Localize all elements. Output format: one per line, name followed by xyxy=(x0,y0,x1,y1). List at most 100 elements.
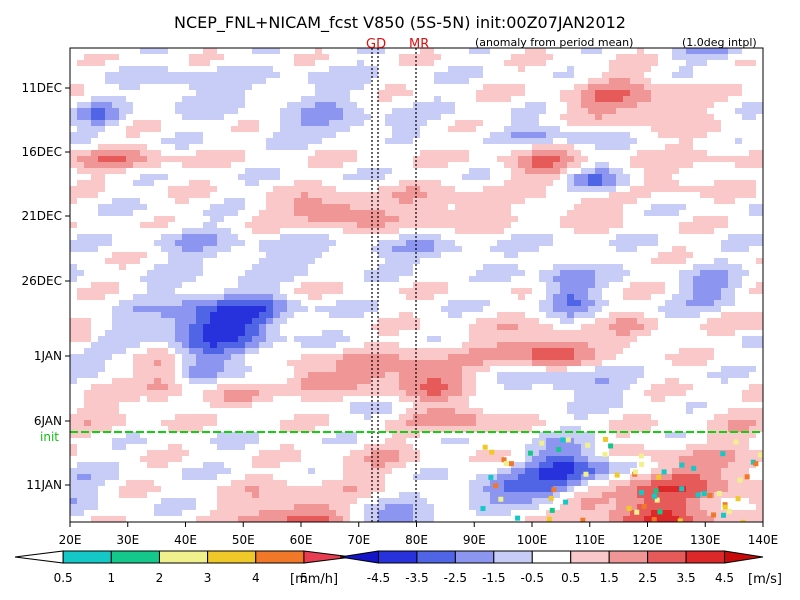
field-cell xyxy=(84,354,91,360)
field-cell xyxy=(336,366,343,372)
field-cell xyxy=(210,330,217,336)
field-cell xyxy=(630,60,637,66)
field-cell xyxy=(371,354,378,360)
field-cell xyxy=(756,324,763,330)
field-cell xyxy=(182,78,189,84)
field-cell xyxy=(609,378,616,384)
field-cell xyxy=(231,498,238,504)
field-cell xyxy=(707,192,714,198)
field-cell xyxy=(532,468,539,474)
field-cell xyxy=(238,486,245,492)
field-cell xyxy=(217,204,224,210)
field-cell xyxy=(623,90,630,96)
field-cell xyxy=(343,516,350,522)
field-cell xyxy=(616,396,623,402)
field-cell xyxy=(350,72,357,78)
field-cell xyxy=(322,354,329,360)
field-cell xyxy=(308,258,315,264)
field-cell xyxy=(707,54,714,60)
field-cell xyxy=(105,144,112,150)
field-cell xyxy=(490,132,497,138)
field-cell xyxy=(616,270,623,276)
field-cell xyxy=(665,96,672,102)
field-cell xyxy=(693,84,700,90)
field-cell xyxy=(560,114,567,120)
field-cell xyxy=(252,168,259,174)
field-cell xyxy=(581,468,588,474)
field-cell xyxy=(287,114,294,120)
field-cell xyxy=(616,66,623,72)
field-cell xyxy=(357,486,364,492)
field-cell xyxy=(448,150,455,156)
field-cell xyxy=(581,396,588,402)
field-cell xyxy=(357,456,364,462)
field-cell xyxy=(609,402,616,408)
field-cell xyxy=(693,288,700,294)
field-cell xyxy=(196,234,203,240)
field-cell xyxy=(588,324,595,330)
field-cell xyxy=(336,198,343,204)
field-cell xyxy=(231,504,238,510)
field-cell xyxy=(105,396,112,402)
field-cell xyxy=(273,192,280,198)
field-cell xyxy=(315,306,322,312)
field-cell xyxy=(427,396,434,402)
field-cell xyxy=(168,252,175,258)
field-cell xyxy=(546,306,553,312)
field-cell xyxy=(343,312,350,318)
field-cell xyxy=(749,150,756,156)
field-cell xyxy=(238,300,245,306)
field-cell xyxy=(672,384,679,390)
field-cell xyxy=(371,360,378,366)
field-cell xyxy=(686,408,693,414)
field-cell xyxy=(735,420,742,426)
field-cell xyxy=(665,114,672,120)
field-cell xyxy=(119,444,126,450)
field-cell xyxy=(308,126,315,132)
field-cell xyxy=(651,288,658,294)
field-cell xyxy=(280,120,287,126)
field-cell xyxy=(189,138,196,144)
field-cell xyxy=(378,342,385,348)
field-cell xyxy=(308,354,315,360)
field-cell xyxy=(609,420,616,426)
field-cell xyxy=(616,216,623,222)
field-cell xyxy=(427,186,434,192)
field-cell xyxy=(175,240,182,246)
field-cell xyxy=(385,384,392,390)
field-cell xyxy=(287,108,294,114)
field-cell xyxy=(294,306,301,312)
field-cell xyxy=(364,114,371,120)
field-cell xyxy=(518,132,525,138)
field-cell xyxy=(420,420,427,426)
field-cell xyxy=(581,114,588,120)
field-cell xyxy=(70,420,77,426)
field-cell xyxy=(714,270,721,276)
field-cell xyxy=(497,138,504,144)
precip-swatch xyxy=(62,550,112,564)
field-cell xyxy=(245,480,252,486)
field-cell xyxy=(665,306,672,312)
field-cell xyxy=(616,120,623,126)
field-cell xyxy=(357,384,364,390)
field-cell xyxy=(259,504,266,510)
field-cell xyxy=(189,330,196,336)
field-cell xyxy=(168,504,175,510)
field-cell xyxy=(700,402,707,408)
field-cell xyxy=(406,372,413,378)
field-cell xyxy=(119,486,126,492)
field-cell xyxy=(700,324,707,330)
field-cell xyxy=(567,444,574,450)
field-cell xyxy=(434,198,441,204)
field-cell xyxy=(161,138,168,144)
field-cell xyxy=(322,246,329,252)
field-cell xyxy=(336,354,343,360)
field-cell xyxy=(322,192,329,198)
field-cell xyxy=(707,282,714,288)
field-cell xyxy=(532,144,539,150)
field-cell xyxy=(140,150,147,156)
field-cell xyxy=(567,408,574,414)
field-cell xyxy=(350,312,357,318)
field-cell xyxy=(721,516,728,522)
field-cell xyxy=(448,216,455,222)
